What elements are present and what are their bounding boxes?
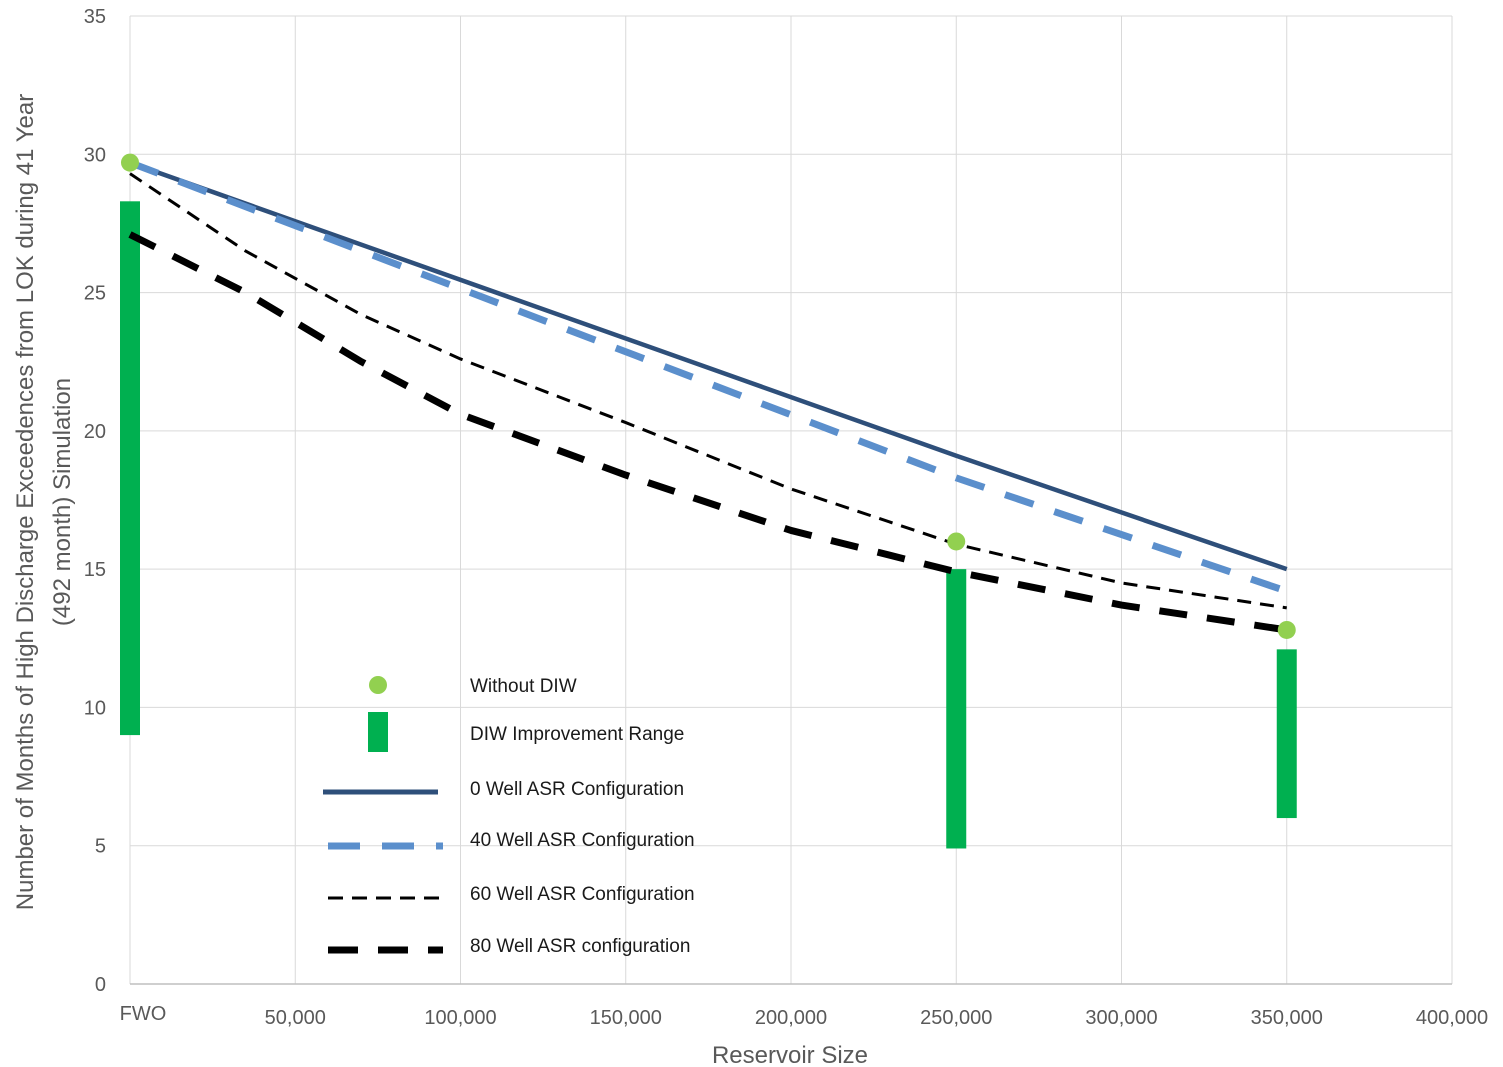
x-tick-label: 100,000 [424,1007,496,1029]
y-tick-label: 5 [95,836,106,858]
legend-label-diw-range: DIW Improvement Range [470,724,684,745]
legend-label-60-well: 60 Well ASR Configuration [470,884,695,905]
y-tick-label: 0 [95,974,106,996]
gridlines [129,15,1453,985]
without-diw-point [121,153,139,172]
series-line-60-well-asr-configuration [129,172,1287,610]
diw-range-bar [120,201,140,736]
x-tick-labels: FWO 50,000 100,000 150,000 200,000 250,000 300… [120,1003,1488,1029]
x-tick-label: 200,000 [755,1007,827,1029]
y-tick-label: 25 [84,283,106,305]
legend-swatch-diw-range [368,712,388,752]
without-diw-point [947,532,966,551]
diw-range-bar [946,569,967,849]
x-tick-label: 50,000 [265,1007,326,1029]
series-lines [128,159,1288,634]
y-tick-labels: 0 5 10 15 20 25 30 35 [84,6,106,996]
legend: Without DIW DIW Improvement Range 0 Well… [323,676,695,957]
series-line-40-well-asr-configuration [128,159,1288,595]
x-tick-label: 300,000 [1085,1007,1157,1029]
y-tick-label: 15 [84,559,106,581]
y-tick-label: 10 [84,697,106,719]
legend-label-without-diw: Without DIW [470,676,577,697]
legend-label-0-well: 0 Well ASR Configuration [470,779,684,800]
y-tick-label: 30 [84,144,106,166]
x-tick-label: 400,000 [1416,1007,1488,1029]
y-tick-label: 35 [84,6,106,28]
without-diw-points [121,153,1296,639]
series-line-0-well-asr-configuration [129,160,1288,572]
legend-label-40-well: 40 Well ASR Configuration [470,830,695,851]
y-axis-title-line1: Number of Months of High Discharge Excee… [12,94,39,910]
legend-swatch-without-diw [369,676,387,694]
series-line-80-well-asr-configuration [128,231,1288,634]
x-tick-label: FWO [120,1003,167,1025]
without-diw-point [1277,620,1296,639]
diw-range-bar [1276,649,1297,819]
y-tick-label: 20 [84,421,106,443]
legend-label-80-well: 80 Well ASR configuration [470,936,690,957]
x-tick-label: 350,000 [1251,1007,1323,1029]
y-axis-title-line2: (492 month) Simulation [49,378,76,626]
diw-improvement-bars [120,201,1297,849]
x-axis-title: Reservoir Size [712,1042,868,1067]
x-tick-label: 250,000 [920,1007,992,1029]
x-tick-label: 150,000 [590,1007,662,1029]
